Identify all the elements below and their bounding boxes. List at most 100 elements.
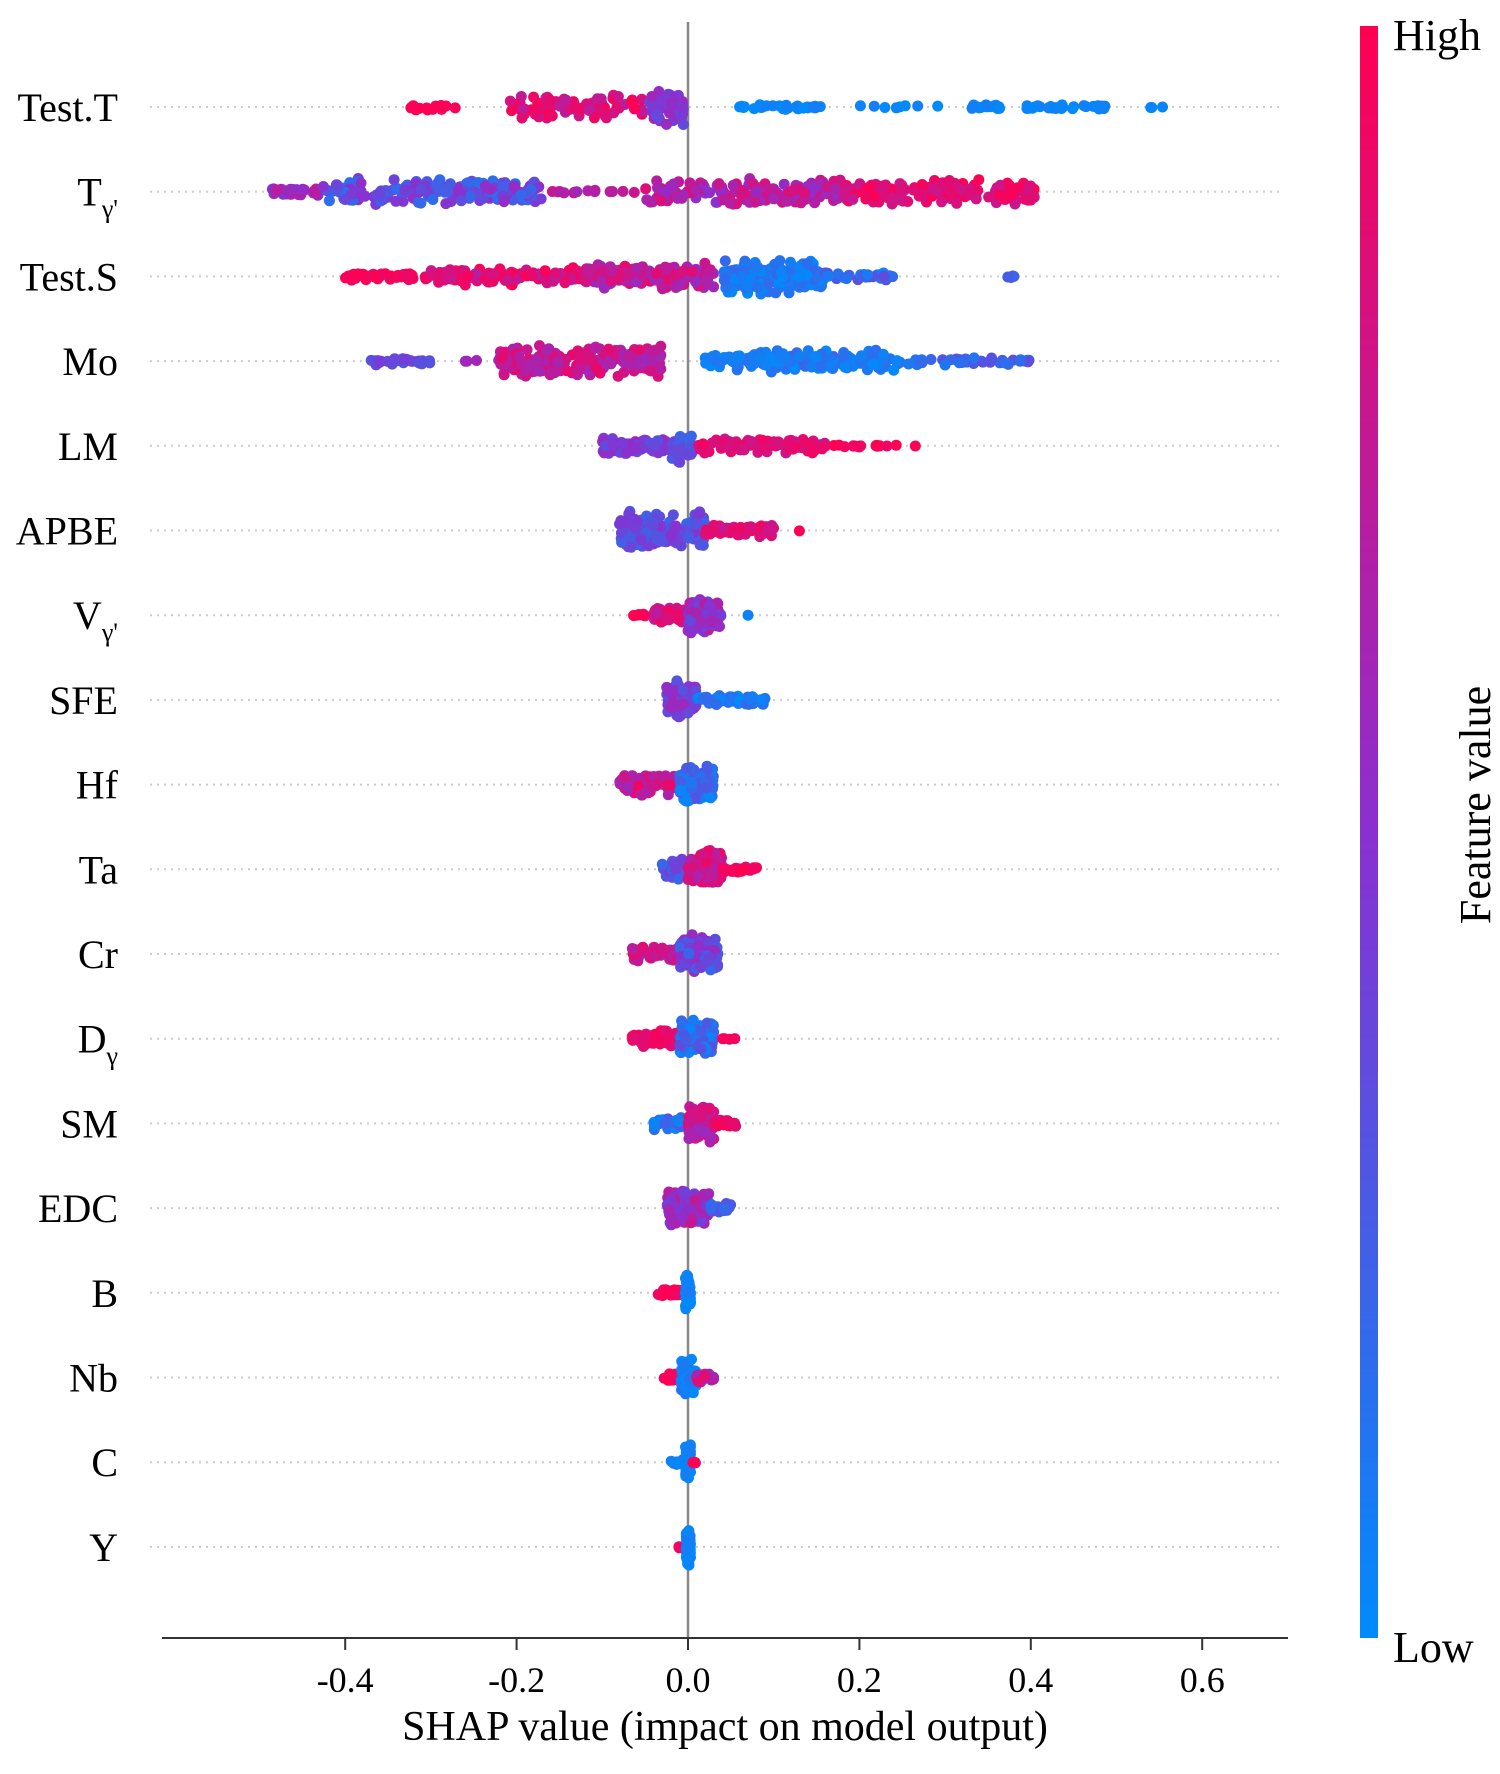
shap-dot xyxy=(972,185,984,196)
shap-dot xyxy=(891,355,903,367)
shap-dot xyxy=(890,439,902,451)
shap-dot xyxy=(635,534,647,546)
shap-dot xyxy=(878,270,890,282)
shap-dot xyxy=(704,266,715,277)
shap-dot xyxy=(677,103,689,115)
shap-dot xyxy=(695,615,707,627)
shap-dot xyxy=(661,264,672,276)
shap-dot xyxy=(521,344,533,356)
shap-dot xyxy=(344,270,356,282)
shap-dot xyxy=(714,357,726,369)
shap-dot xyxy=(902,196,914,207)
shap-dot xyxy=(784,256,796,268)
shap-dot xyxy=(973,174,985,186)
shap-dot xyxy=(822,270,834,282)
shap-dot xyxy=(636,789,648,801)
x-tick-label: 0.0 xyxy=(666,1660,711,1700)
shap-dot xyxy=(607,439,619,451)
shap-dot xyxy=(673,873,684,885)
feature-dots xyxy=(365,340,1035,382)
shap-dot xyxy=(699,1370,711,1382)
shap-dot xyxy=(1002,271,1014,283)
shap-dot xyxy=(677,685,689,696)
shap-dot xyxy=(713,178,725,190)
shap-dot xyxy=(658,1118,670,1129)
shap-dot xyxy=(1067,103,1079,115)
shap-dot xyxy=(678,1359,690,1371)
shap-dot xyxy=(271,184,283,196)
colorbar-high-label: High xyxy=(1393,11,1481,60)
shap-dot xyxy=(682,1287,694,1298)
shap-dot xyxy=(588,112,600,124)
shap-dot xyxy=(612,91,624,102)
shap-dot xyxy=(977,356,989,368)
feature-name: EDC xyxy=(38,1186,118,1231)
shap-dot xyxy=(506,105,518,117)
shap-dot xyxy=(375,186,386,198)
shap-dot xyxy=(683,1527,695,1538)
shap-dot xyxy=(649,344,661,356)
shap-dot xyxy=(689,518,701,530)
shap-dot xyxy=(663,1203,675,1215)
shap-dot xyxy=(682,707,694,719)
shap-dot xyxy=(870,440,882,452)
x-axis-title: SHAP value (impact on model output) xyxy=(402,1704,1048,1750)
shap-dot xyxy=(545,366,557,378)
shap-dot xyxy=(674,775,686,787)
shap-dot xyxy=(595,93,607,105)
shap-dot xyxy=(539,265,551,277)
shap-dot xyxy=(798,187,810,199)
shap-dot xyxy=(741,280,753,292)
shap-dot xyxy=(839,361,851,373)
shap-dot xyxy=(558,187,570,199)
x-axis: -0.4 -0.2 0.0 0.2 0.4 0.6 xyxy=(162,1637,1288,1700)
shap-dot xyxy=(623,269,635,281)
shap-dot xyxy=(970,193,982,205)
shap-dot xyxy=(995,179,1006,191)
shap-dot xyxy=(682,874,694,885)
feature-label: LM xyxy=(58,424,118,469)
shap-dot xyxy=(705,792,717,804)
shap-dot xyxy=(793,525,805,537)
shap-dot xyxy=(1022,356,1034,368)
shap-dot xyxy=(646,91,658,102)
feature-dots xyxy=(626,929,724,977)
shap-dot xyxy=(297,183,309,195)
shap-dot xyxy=(682,1442,694,1454)
shap-dot xyxy=(665,530,677,541)
shap-dot xyxy=(814,360,826,372)
shap-dot xyxy=(828,440,840,451)
shap-dot xyxy=(640,183,652,195)
shap-dot xyxy=(637,1032,649,1044)
shap-dot xyxy=(546,110,558,122)
shap-dot xyxy=(673,711,685,723)
shap-dot xyxy=(736,185,748,197)
shap-dot xyxy=(819,440,831,452)
shap-dot xyxy=(388,174,400,186)
shap-dot xyxy=(697,539,709,551)
shap-dot xyxy=(427,194,439,205)
shap-dot xyxy=(637,442,649,454)
shap-dot xyxy=(797,102,809,114)
shap-dot xyxy=(649,1029,661,1041)
feature-name: Hf xyxy=(76,763,119,808)
shap-dot xyxy=(810,351,822,362)
shap-dot xyxy=(661,612,673,624)
shap-dot xyxy=(624,518,636,530)
feature-name: APBE xyxy=(16,509,118,554)
shap-dot xyxy=(809,100,821,112)
shap-dot xyxy=(738,102,750,113)
shap-dot xyxy=(674,614,686,626)
shap-dot xyxy=(629,610,641,622)
feature-name: Test.T xyxy=(17,85,118,130)
shap-dot xyxy=(399,184,411,196)
shap-dot xyxy=(661,681,673,693)
shap-dot xyxy=(317,181,329,192)
x-tick-label: 0.6 xyxy=(1180,1660,1225,1700)
shap-dot xyxy=(638,353,650,365)
shap-dot xyxy=(887,271,899,283)
shap-dot xyxy=(706,437,718,449)
shap-dot xyxy=(714,621,725,632)
shap-dot xyxy=(661,118,672,130)
shap-dot xyxy=(806,361,818,373)
